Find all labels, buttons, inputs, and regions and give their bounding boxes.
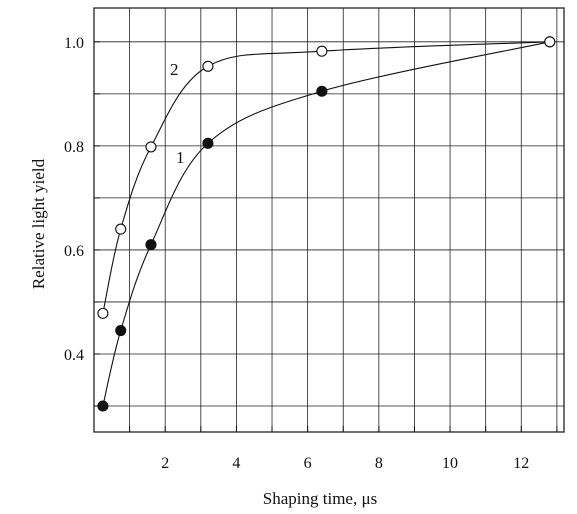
series-1-curve <box>102 41 550 407</box>
ticks <box>94 41 558 432</box>
series-label-2: 2 <box>170 60 179 79</box>
series-label-1: 1 <box>176 148 185 167</box>
series-2-point <box>145 141 157 153</box>
series-2-point <box>115 223 127 235</box>
y-tick-label: 0.4 <box>64 347 84 364</box>
series-1-point <box>316 85 328 97</box>
y-tick-label: 0.6 <box>64 243 84 260</box>
y-tick-label: 1.0 <box>64 35 84 52</box>
grid <box>94 8 564 432</box>
x-tick-label: 12 <box>513 455 529 472</box>
series-1-point <box>145 239 157 251</box>
x-axis-title: Shaping time, μs <box>263 489 377 508</box>
series-1-point <box>97 400 109 412</box>
x-tick-labels: 2 4 6 8 10 12 <box>161 455 529 472</box>
series-1-point <box>115 325 127 337</box>
markers <box>97 36 556 412</box>
series-2-point <box>316 45 328 57</box>
x-tick-label: 10 <box>442 455 458 472</box>
y-tick-label: 0.8 <box>64 139 84 156</box>
x-tick-label: 4 <box>232 455 240 472</box>
series-2-point <box>97 307 109 319</box>
y-tick-labels: 0.4 0.6 0.8 1.0 <box>64 35 84 364</box>
plot-frame <box>93 7 565 433</box>
series-2-curve <box>102 41 550 314</box>
series-2-point <box>202 60 214 72</box>
x-tick-label: 6 <box>304 455 312 472</box>
series-1-point <box>202 137 214 149</box>
x-tick-label: 2 <box>161 455 169 472</box>
x-tick-label: 8 <box>375 455 383 472</box>
series-2-point <box>544 36 556 48</box>
curves <box>102 41 550 407</box>
y-axis-title: Relative light yield <box>29 158 48 289</box>
